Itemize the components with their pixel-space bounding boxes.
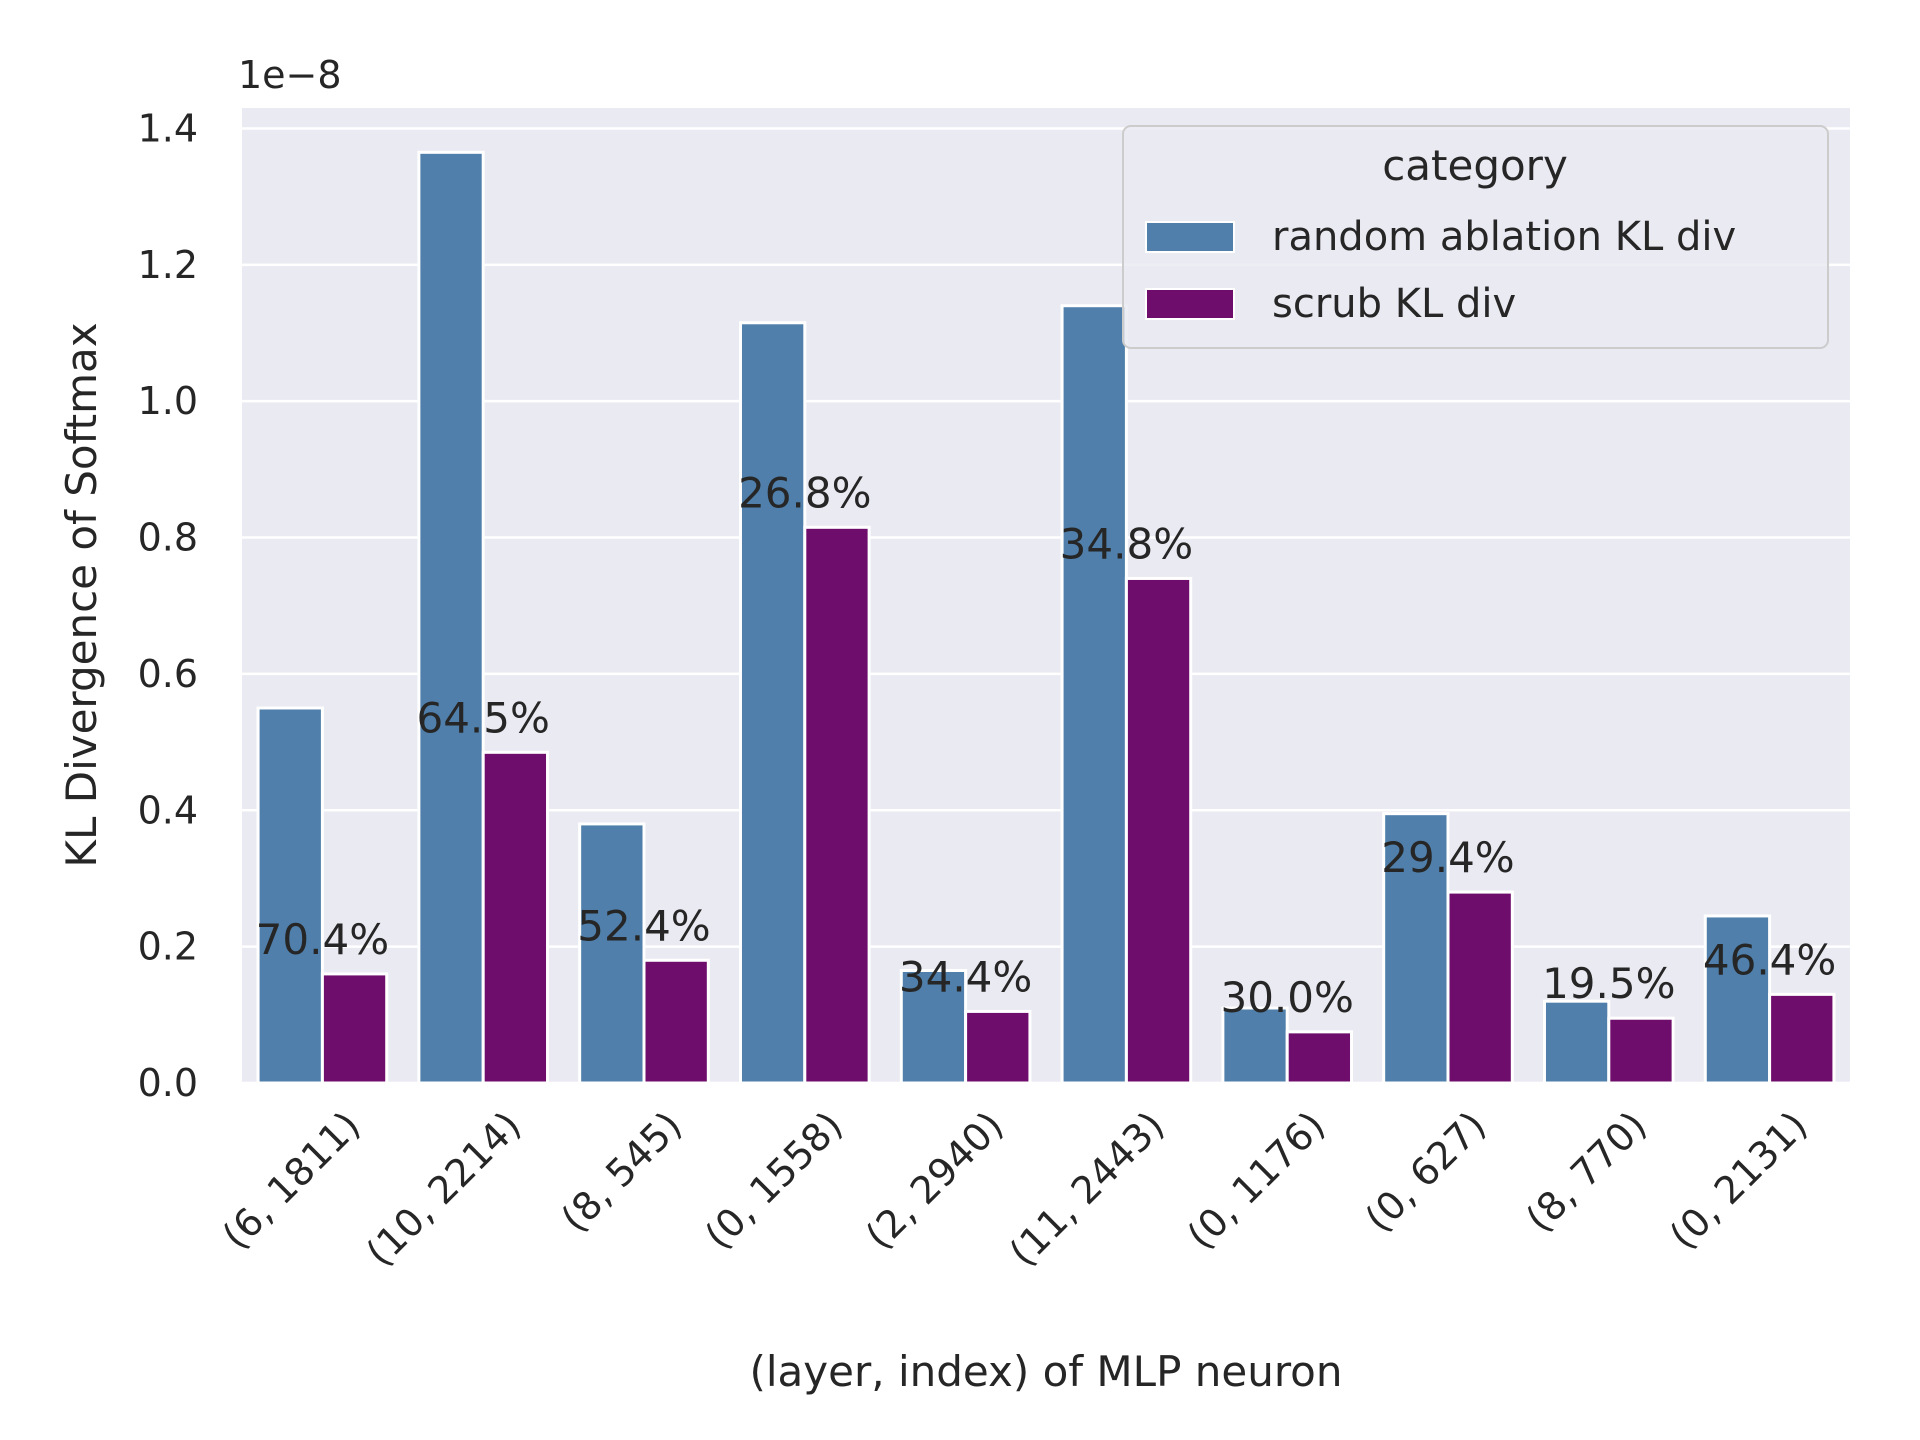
bar-scrub [642,958,710,1085]
percent-annotation: 29.4% [1381,833,1514,882]
legend-swatch-scrub [1145,288,1235,320]
legend: category random ablation KL div scrub KL… [1122,125,1829,349]
x-tick-label: (2, 2940) [857,1103,1012,1258]
y-tick-label: 0.6 [138,652,198,696]
bar-random-ablation [738,321,807,1085]
bar-random-ablation [1060,304,1128,1085]
bar-scrub [1285,1030,1354,1085]
x-tick-label: (0, 1176) [1179,1103,1334,1258]
x-tick-label: (6, 1811) [214,1103,369,1258]
x-axis-label: (layer, index) of MLP neuron [750,1347,1343,1396]
x-tick-label: (8, 545) [553,1103,691,1241]
y-offset-text: 1e−8 [238,53,342,97]
y-tick-label: 0.4 [138,788,198,832]
y-tick-labels: 0.0 0.2 0.4 0.6 0.8 1.0 1.2 1.4 [138,106,198,1105]
x-tick-label: (0, 1558) [696,1103,851,1258]
bar-scrub [1124,576,1193,1085]
percent-annotation: 46.4% [1703,935,1836,984]
bar-random-ablation [417,150,485,1085]
bar-scrub [803,525,871,1085]
bar-random-ablation [1703,914,1772,1085]
bar-random-ablation [899,969,968,1085]
y-tick-label: 0.8 [138,516,198,560]
bar-random-ablation [1382,812,1450,1085]
x-tick-labels: (6, 1811)(10, 2214) (8, 545) (0, 1558) (2, … [214,1103,1816,1275]
bar-random-ablation [1221,1006,1289,1085]
y-tick-label: 1.2 [138,243,198,287]
percent-annotation: 52.4% [577,901,710,950]
bar-scrub [320,972,389,1085]
legend-swatch-random-ablation [1145,221,1235,253]
legend-box [1122,125,1829,349]
percentage-annotations: 70.4% 64.5% 52.4% 26.8% 34.4% 34.8% 30.0% 29.4%… [256,468,1837,1022]
bars [256,150,1836,1085]
legend-title: category [1382,141,1568,190]
legend-label-scrub: scrub KL div [1272,281,1516,327]
percent-annotation: 26.8% [738,468,871,517]
percent-annotation: 19.5% [1542,959,1675,1008]
y-tick-label: 0.0 [138,1061,198,1105]
y-tick-label: 1.0 [138,379,198,423]
percent-annotation: 64.5% [416,693,549,742]
x-tick-label: (8, 770) [1517,1103,1655,1241]
bar-scrub [1446,890,1514,1085]
legend-label-random-ablation: random ablation KL div [1272,214,1736,260]
percent-annotation: 34.8% [1060,519,1193,568]
x-tick-label: (11, 2443) [1001,1103,1173,1275]
bar-scrub [481,750,550,1085]
x-tick-label: (10, 2214) [358,1103,530,1275]
x-tick-label: (0, 627) [1357,1103,1495,1241]
bar-scrub [964,1009,1032,1085]
percent-annotation: 70.4% [256,915,389,964]
y-tick-label: 0.2 [138,925,198,969]
bar-random-ablation [1542,999,1611,1085]
y-tick-label: 1.4 [138,106,198,150]
y-axis-label: KL Divergence of Softmax [57,322,106,867]
bar-random-ablation [256,706,324,1085]
x-tick-label: (0, 2131) [1661,1103,1816,1258]
bar-scrub [1768,992,1836,1085]
bar-scrub [1607,1016,1675,1085]
percent-annotation: 34.4% [899,952,1032,1001]
bar-random-ablation [578,822,646,1085]
percent-annotation: 30.0% [1220,973,1353,1022]
